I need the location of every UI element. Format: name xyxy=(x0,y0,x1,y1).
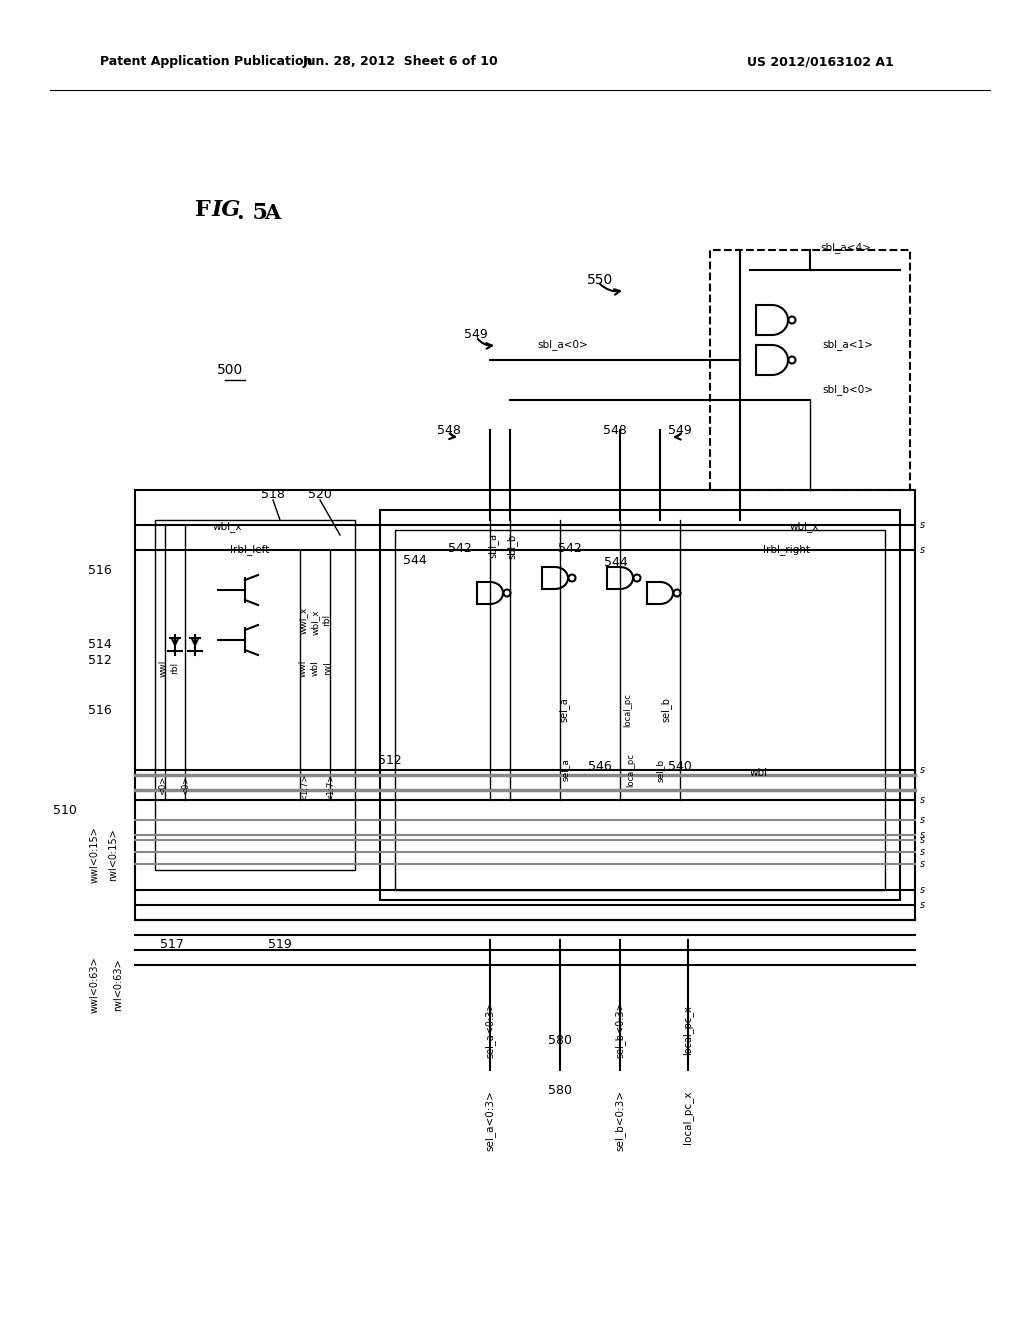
Text: sbl_a<4>: sbl_a<4> xyxy=(820,243,870,253)
Text: A: A xyxy=(264,203,281,223)
Text: wbl: wbl xyxy=(750,768,768,777)
Text: 549: 549 xyxy=(668,424,692,437)
Text: 510: 510 xyxy=(53,804,77,817)
Text: 550: 550 xyxy=(587,273,613,286)
Text: 540: 540 xyxy=(668,760,692,774)
Text: sel_b: sel_b xyxy=(655,759,665,781)
Text: 520: 520 xyxy=(308,488,332,502)
Text: 516: 516 xyxy=(88,564,112,577)
Text: s: s xyxy=(920,520,925,531)
Text: lrbl_left: lrbl_left xyxy=(230,545,269,556)
Text: . 5: . 5 xyxy=(237,202,268,224)
Text: 514: 514 xyxy=(88,639,112,652)
Text: <0>: <0> xyxy=(181,775,190,795)
Text: s: s xyxy=(920,859,925,869)
Text: wwl<0:15>: wwl<0:15> xyxy=(90,826,100,883)
Text: local_pc: local_pc xyxy=(624,693,633,727)
Text: 580: 580 xyxy=(548,1084,572,1097)
Text: local_pc: local_pc xyxy=(627,754,636,787)
Text: sel_a<0:3>: sel_a<0:3> xyxy=(484,1002,496,1059)
Text: wwl: wwl xyxy=(159,659,168,677)
Text: F: F xyxy=(195,199,211,220)
Bar xyxy=(135,490,915,920)
Text: 542: 542 xyxy=(449,541,472,554)
Text: s: s xyxy=(920,766,925,775)
Text: s: s xyxy=(920,884,925,895)
Text: sel_b<0:3>: sel_b<0:3> xyxy=(614,1002,626,1059)
Text: Jun. 28, 2012  Sheet 6 of 10: Jun. 28, 2012 Sheet 6 of 10 xyxy=(302,55,498,69)
Text: wbl_x: wbl_x xyxy=(310,610,319,635)
Text: sbl_a<0>: sbl_a<0> xyxy=(537,339,588,350)
Text: 549: 549 xyxy=(464,329,487,342)
Text: s: s xyxy=(920,900,925,909)
Text: 544: 544 xyxy=(403,553,427,566)
Text: wwl_x: wwl_x xyxy=(299,606,307,634)
Text: 548: 548 xyxy=(437,424,461,437)
Text: 548: 548 xyxy=(603,424,627,437)
Text: sel_a<0:3>: sel_a<0:3> xyxy=(484,1090,496,1151)
Text: Patent Application Publication: Patent Application Publication xyxy=(100,55,312,69)
Text: wbl_x: wbl_x xyxy=(790,521,819,532)
Text: sbl_a: sbl_a xyxy=(487,533,499,558)
Text: 500: 500 xyxy=(217,363,243,378)
Text: rwl<0:63>: rwl<0:63> xyxy=(113,958,123,1011)
Text: local_pc_x: local_pc_x xyxy=(683,1090,693,1143)
Text: s: s xyxy=(920,545,925,554)
Text: 512: 512 xyxy=(88,653,112,667)
Text: sbl_a<1>: sbl_a<1> xyxy=(822,339,872,350)
Bar xyxy=(710,249,910,490)
Text: lrbl_right: lrbl_right xyxy=(763,545,810,556)
Text: wwl: wwl xyxy=(299,659,307,677)
Text: 517: 517 xyxy=(160,939,184,952)
Text: 546: 546 xyxy=(588,760,612,774)
Text: sbl_b<0>: sbl_b<0> xyxy=(822,384,873,396)
Text: wbl: wbl xyxy=(310,660,319,676)
Text: s: s xyxy=(920,795,925,805)
Text: 542: 542 xyxy=(558,541,582,554)
Text: rbl: rbl xyxy=(171,661,179,675)
Text: 518: 518 xyxy=(261,488,285,502)
Text: s: s xyxy=(920,836,925,845)
Text: IG: IG xyxy=(212,199,242,220)
Bar xyxy=(395,531,885,890)
Text: sel_b<0:3>: sel_b<0:3> xyxy=(614,1090,626,1151)
Text: <1:7>: <1:7> xyxy=(327,774,336,801)
Text: local_pc_x: local_pc_x xyxy=(683,1005,693,1055)
Text: rwl: rwl xyxy=(324,661,333,675)
Text: s: s xyxy=(920,847,925,857)
Text: 516: 516 xyxy=(88,704,112,717)
Text: US 2012/0163102 A1: US 2012/0163102 A1 xyxy=(746,55,893,69)
Text: sbl_b: sbl_b xyxy=(507,533,517,558)
Text: 512: 512 xyxy=(378,754,401,767)
Text: s: s xyxy=(920,814,925,825)
Text: wbl_x: wbl_x xyxy=(213,521,243,532)
Text: sel_a: sel_a xyxy=(560,759,569,781)
Bar xyxy=(155,520,355,870)
Text: 519: 519 xyxy=(268,939,292,952)
Text: s: s xyxy=(920,830,925,840)
Text: sel_a: sel_a xyxy=(558,698,569,722)
Text: <1:7>: <1:7> xyxy=(300,774,309,801)
Text: wwl<0:63>: wwl<0:63> xyxy=(90,957,100,1014)
Text: 544: 544 xyxy=(604,556,628,569)
Text: 580: 580 xyxy=(548,1034,572,1047)
Text: sel_b: sel_b xyxy=(660,697,672,722)
Bar xyxy=(380,510,900,900)
Text: <0>: <0> xyxy=(159,775,168,795)
Text: rbl: rbl xyxy=(323,614,332,626)
Text: rwl<0:15>: rwl<0:15> xyxy=(108,829,118,882)
